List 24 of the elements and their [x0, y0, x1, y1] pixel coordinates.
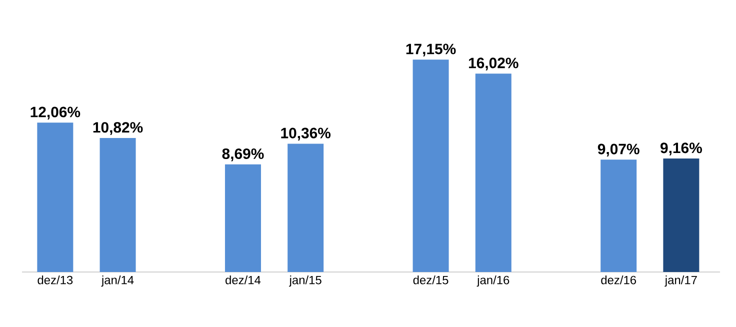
x-tick-label: dez/14: [226, 276, 261, 284]
data-label: 8,69%: [222, 148, 264, 162]
data-label: 17,15%: [406, 44, 456, 56]
bar: [288, 144, 324, 272]
x-tick-label: jan/15: [289, 276, 322, 287]
bar: [600, 160, 637, 272]
data-label: 16,02%: [468, 58, 518, 70]
data-label: 9,07%: [598, 144, 640, 156]
x-tick-label: dez/13: [38, 276, 73, 284]
bar: [663, 158, 700, 272]
x-tick-label: jan/16: [476, 276, 510, 287]
x-tick-label: dez/16: [601, 276, 636, 284]
x-tick-label: jan/17: [664, 276, 697, 287]
bar: [37, 122, 74, 272]
data-label: 10,82%: [93, 122, 143, 135]
bar: [224, 164, 261, 272]
bar: [412, 60, 449, 272]
data-label: 10,36%: [281, 128, 331, 141]
data-label: 12,06%: [30, 106, 80, 120]
bar: [100, 138, 136, 272]
x-tick-label: dez/15: [413, 276, 448, 284]
data-label: 9,16%: [660, 142, 702, 156]
x-tick-label: jan/14: [101, 276, 134, 287]
bar: [475, 74, 512, 272]
